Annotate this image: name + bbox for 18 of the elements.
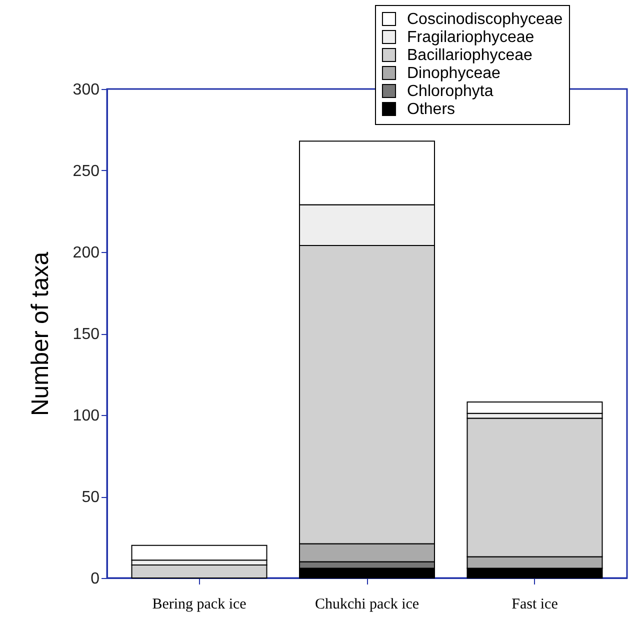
legend-label: Coscinodiscophyceae xyxy=(407,11,563,28)
y-tick-label: 100 xyxy=(72,408,100,424)
x-tick-label: Bering pack ice xyxy=(152,596,247,612)
y-tick-label: 50 xyxy=(82,489,100,506)
legend-label: Others xyxy=(407,101,456,118)
y-axis-title: Number of taxa xyxy=(26,251,54,416)
y-tick-label: 200 xyxy=(72,244,100,262)
x-tick-label: Fast ice xyxy=(512,596,558,612)
legend-label: Dinophyceae xyxy=(407,65,500,82)
legend-label: Chlorophyta xyxy=(407,83,494,100)
y-tick-label: 300 xyxy=(72,82,100,98)
y-tick-label: 150 xyxy=(72,326,100,343)
x-tick-label: Chukchi pack ice xyxy=(314,596,420,612)
legend-label: Fragilariophyceae xyxy=(407,29,534,46)
legend-label: Bacillariophyceae xyxy=(407,47,533,64)
y-tick-label: 250 xyxy=(72,163,100,180)
y-tick-label: 0 xyxy=(90,570,100,588)
bar xyxy=(131,564,268,578)
